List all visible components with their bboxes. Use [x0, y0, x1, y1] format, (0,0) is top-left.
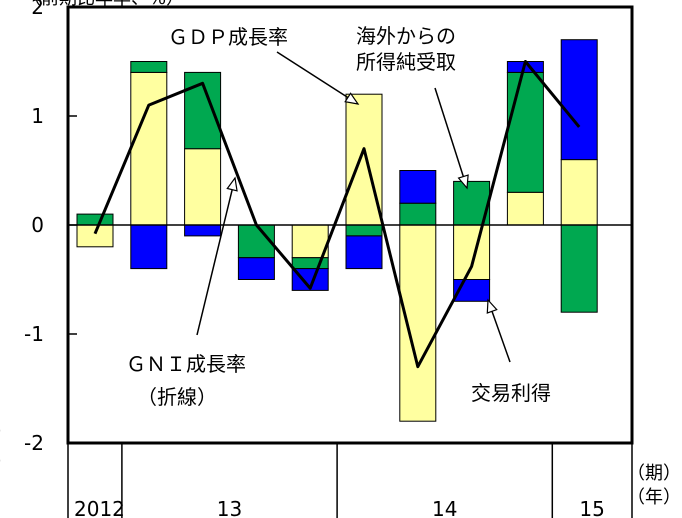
left-fragment-bottom: ）: [0, 449, 14, 473]
gni-arrow: [196, 177, 236, 336]
gni-growth-line: [93, 60, 581, 369]
trade-label: 交易利得: [471, 381, 551, 405]
bar-segment-income_abroad: [506, 71, 544, 193]
gni-arrow-head: [226, 176, 238, 192]
y-tick-label: 1: [31, 104, 44, 128]
bar-segment-trade_gain: [237, 257, 275, 281]
year-unit-label: （年）: [627, 487, 681, 508]
bar-segment-gdp: [453, 224, 491, 280]
plot-frame: [66, 5, 634, 445]
gni-label-line1: ＧＮＩ成長率: [126, 352, 246, 376]
trade-arrow-head: [486, 298, 498, 314]
year-label: 15: [579, 497, 604, 518]
bar-segment-income_abroad: [560, 224, 598, 313]
left-fragment-top: ）: [0, 419, 14, 443]
bar-segment-income_abroad: [130, 61, 168, 73]
annotation-arrows: [196, 51, 511, 363]
bar-segment-gdp: [506, 191, 544, 226]
abroad-arrow: [434, 87, 468, 189]
bar-group: [76, 39, 598, 422]
abroad-label-line2: 所得純受取: [356, 50, 456, 74]
abroad-label-line1: 海外からの: [356, 24, 456, 48]
bar-segment-income_abroad: [345, 224, 383, 237]
bar-segment-gdp: [76, 224, 114, 248]
gdp-arrow-head: [344, 92, 360, 105]
bar-segment-trade_gain: [345, 235, 383, 270]
bar-segment-trade_gain: [560, 39, 598, 161]
gni-label-line2: （折線）: [137, 385, 217, 409]
abroad-arrow-head: [457, 174, 469, 190]
period-unit-label: （期）: [627, 463, 681, 484]
year-label: 2012: [74, 497, 125, 518]
y-tick-label: -2: [24, 431, 44, 455]
bar-segment-gdp: [184, 148, 222, 226]
bar-segment-gdp: [399, 224, 437, 422]
x-axis: 2012 13 14 15 （期） （年）: [67, 443, 681, 518]
bar-segment-gdp: [291, 224, 329, 259]
bar-segment-trade_gain: [184, 224, 222, 237]
bar-segment-gdp: [560, 159, 598, 226]
y-tick-label: 0: [31, 213, 44, 237]
bar-segment-gdp: [130, 71, 168, 226]
bar-segment-income_abroad: [399, 202, 437, 226]
gdp-arrow: [276, 51, 359, 105]
bar-segment-trade_gain: [291, 268, 329, 291]
unit-label-clipped: （前期比年率、%）: [23, 0, 184, 9]
y-tick-label: -1: [24, 322, 44, 346]
bar-segment-trade_gain: [130, 224, 168, 270]
year-label: 13: [217, 497, 242, 518]
y-tick-label: 2: [31, 0, 44, 19]
gdp-label: ＧＤＰ成長率: [168, 25, 288, 49]
year-label: 14: [432, 497, 457, 518]
bar-segment-trade_gain: [399, 170, 437, 204]
bar-segment-income_abroad: [76, 213, 114, 226]
